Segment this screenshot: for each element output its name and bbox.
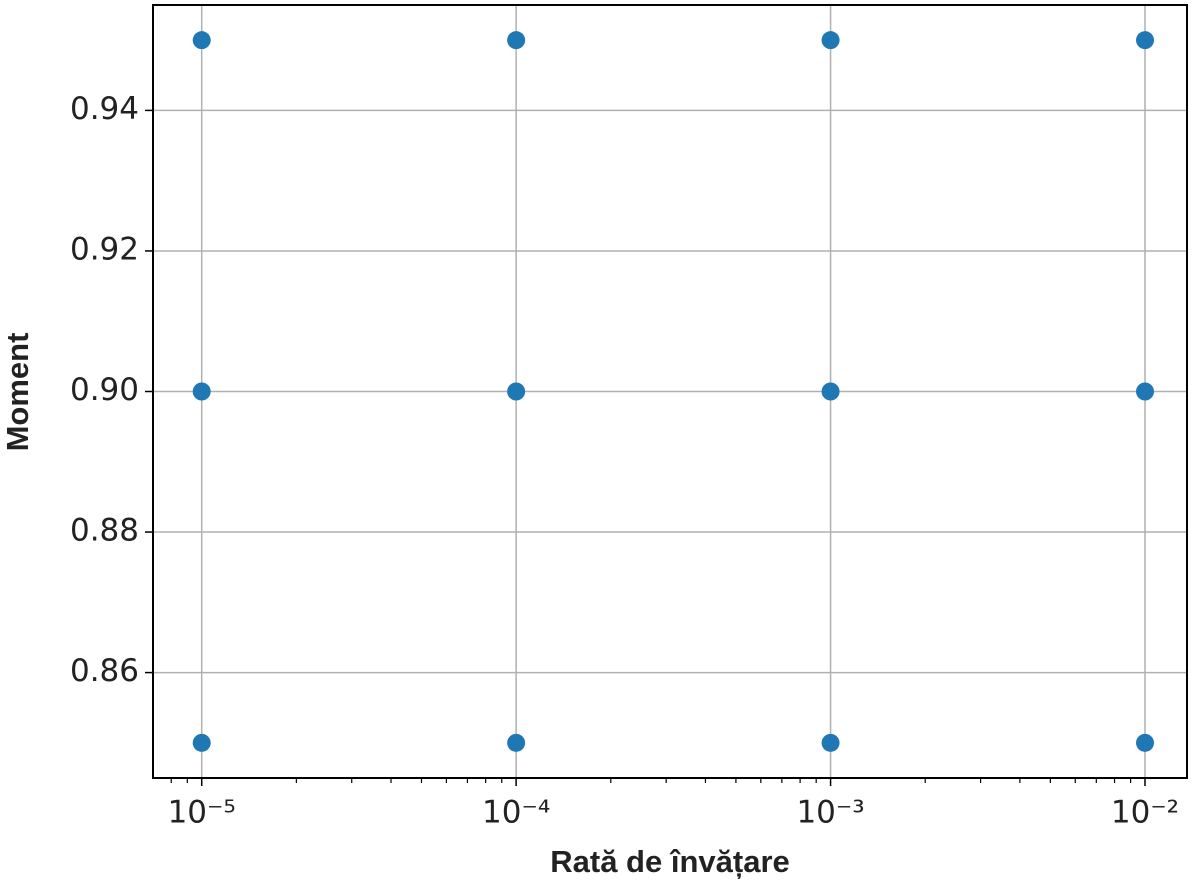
x-axis-label: Rată de învățare bbox=[550, 844, 790, 879]
point bbox=[192, 733, 211, 752]
point bbox=[821, 31, 840, 50]
point bbox=[507, 31, 526, 50]
x-tick-label: 10⁻³ bbox=[796, 795, 864, 831]
point bbox=[507, 733, 526, 752]
point bbox=[1136, 382, 1155, 401]
y-tick-label: 0.88 bbox=[70, 513, 139, 549]
y-tick-label: 0.94 bbox=[70, 91, 139, 127]
x-tick-label: 10⁻⁵ bbox=[168, 795, 236, 831]
x-tick-label: 10⁻⁴ bbox=[482, 795, 550, 831]
y-axis-label: Moment bbox=[0, 333, 35, 452]
x-tick-label: 10⁻² bbox=[1111, 795, 1179, 831]
y-tick-label: 0.90 bbox=[70, 372, 139, 408]
point bbox=[1136, 733, 1155, 752]
y-tick-label: 0.92 bbox=[70, 231, 139, 267]
plot-frame bbox=[152, 4, 1188, 779]
point bbox=[192, 31, 211, 50]
point bbox=[821, 382, 840, 401]
point bbox=[821, 733, 840, 752]
point bbox=[1136, 31, 1155, 50]
y-tick-label: 0.86 bbox=[70, 653, 139, 689]
point bbox=[192, 382, 211, 401]
point bbox=[507, 382, 526, 401]
